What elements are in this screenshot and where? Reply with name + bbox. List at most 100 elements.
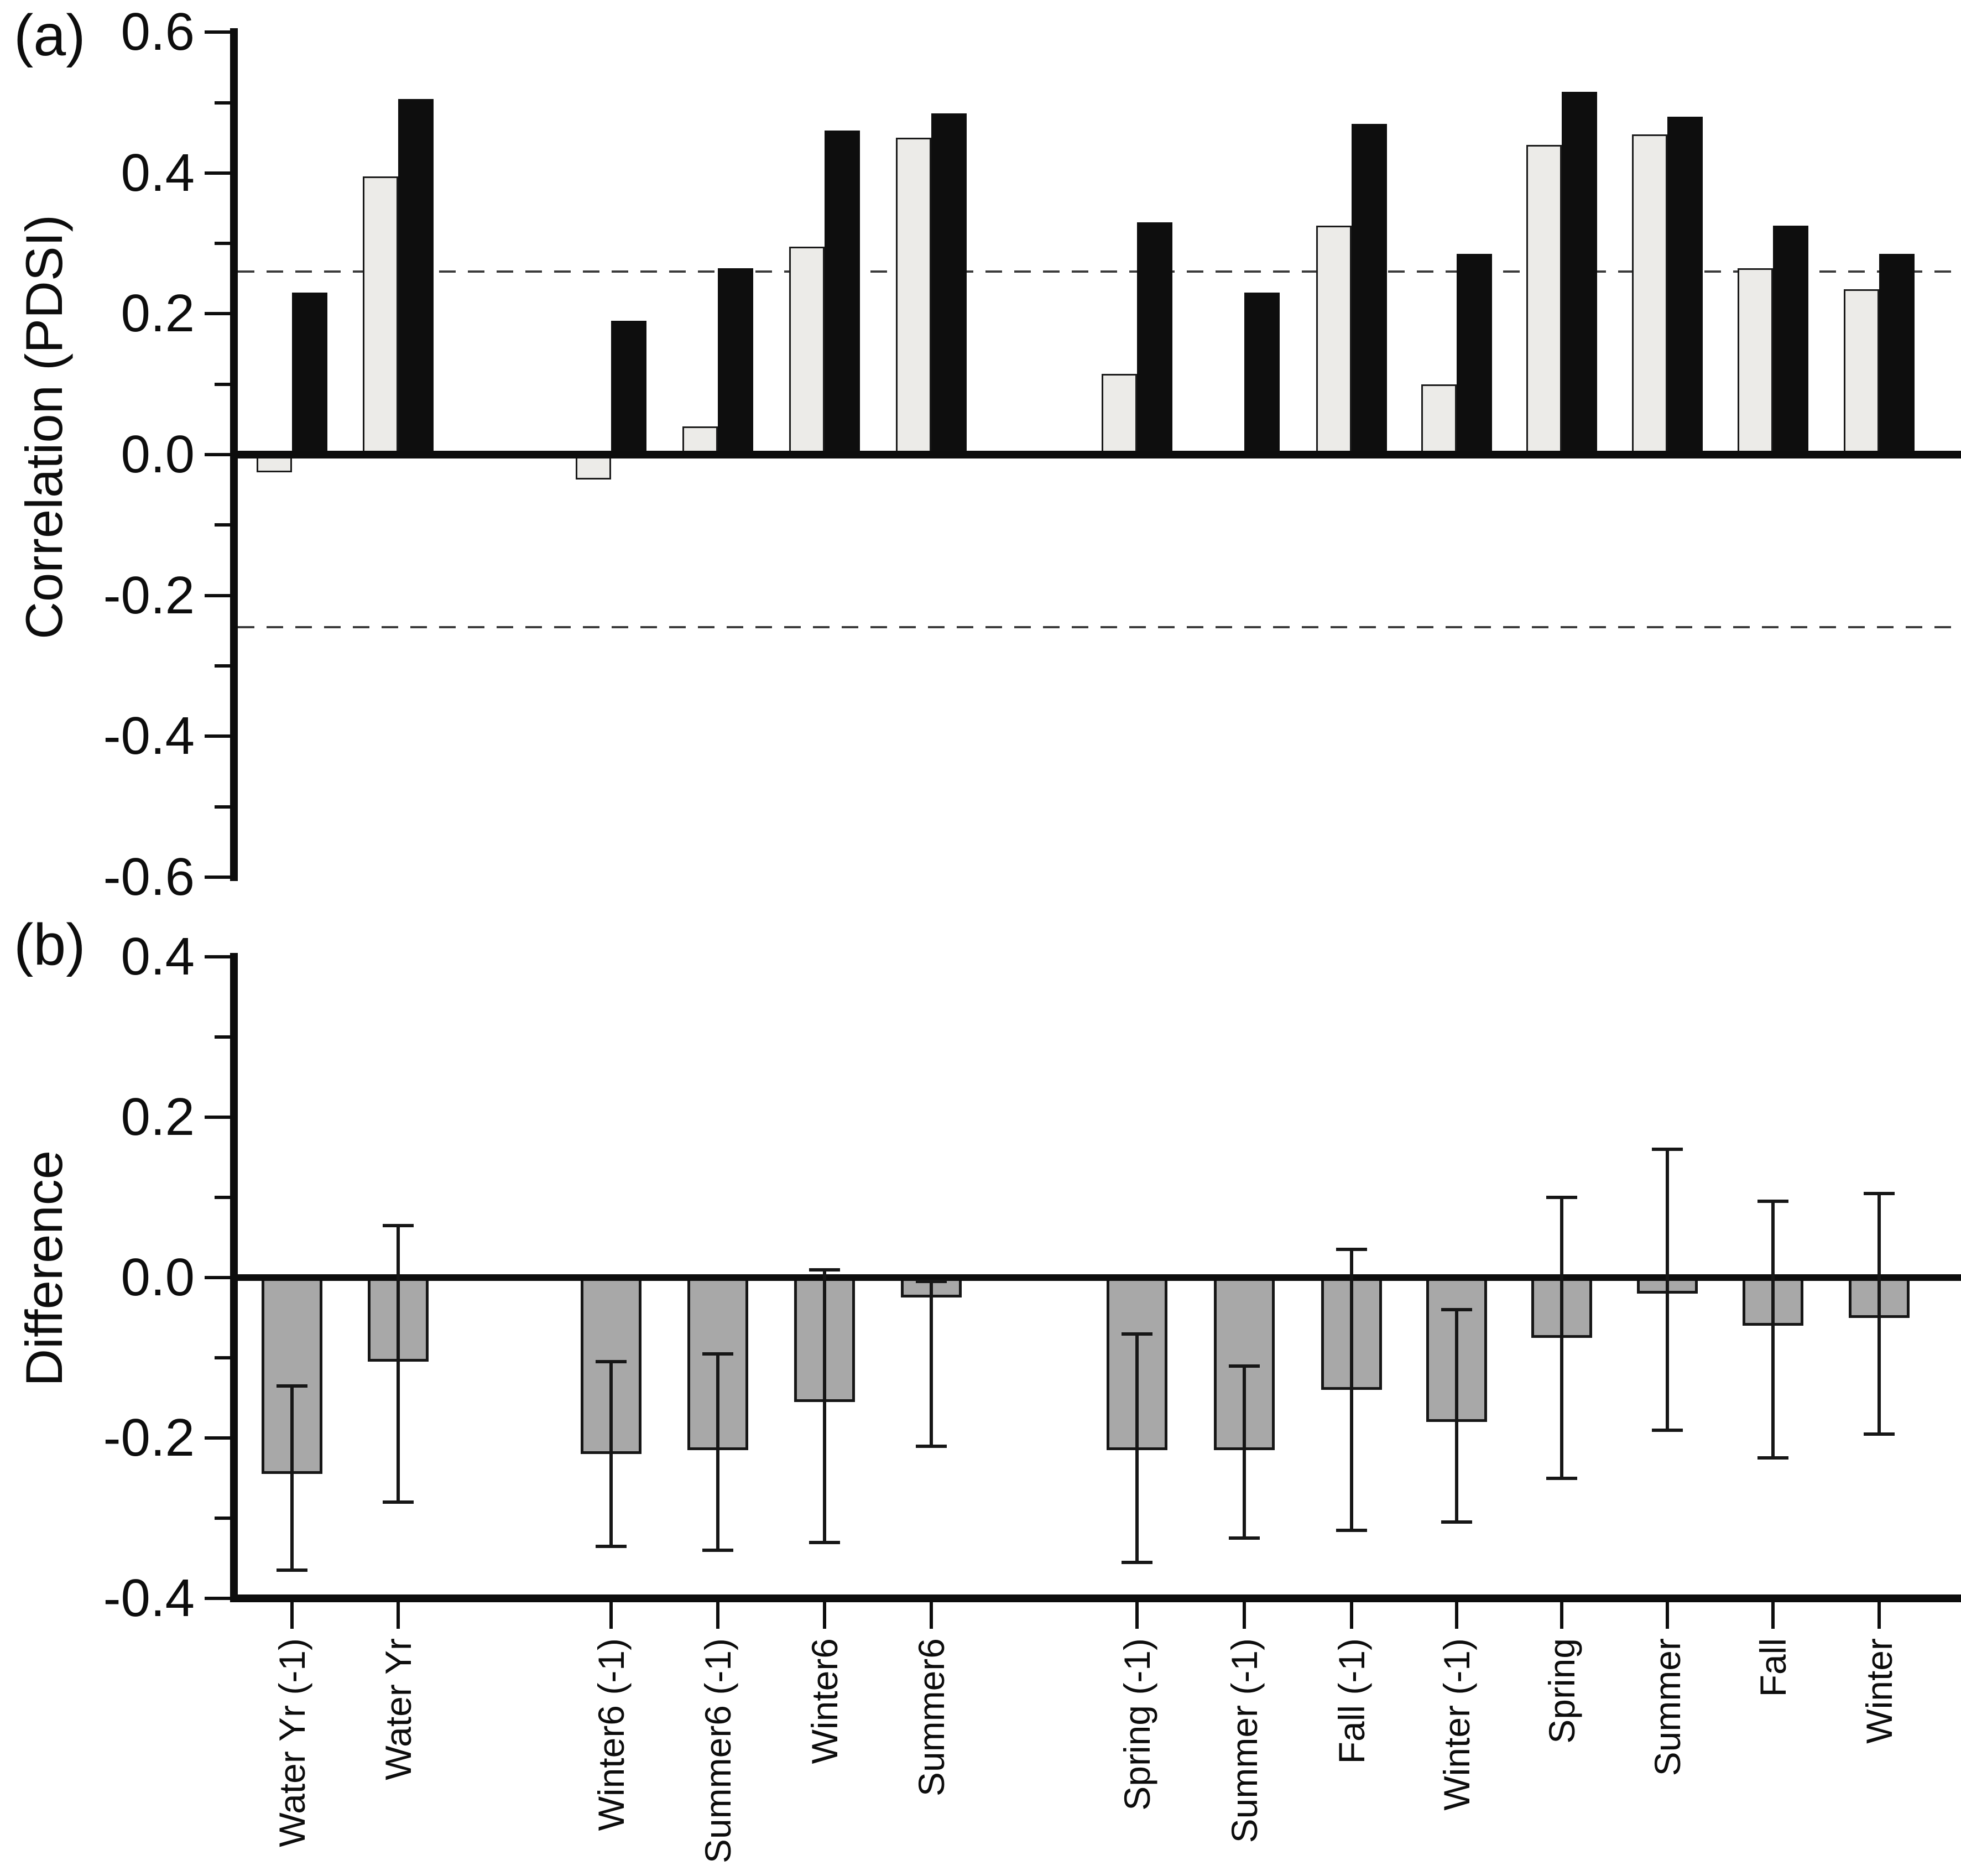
bar-black-4 [825,131,860,455]
x-category-label-12: Fall [1753,1638,1793,1697]
bar-black-11 [1667,116,1703,455]
panel-b-y-axis-line [230,953,238,1602]
x-tick-7 [1243,1602,1246,1629]
bar-black-7 [1244,293,1280,455]
error-bar-cap-bottom-11 [1652,1428,1683,1432]
panel-a-minor-tick [215,523,230,527]
bar-light-10 [1526,144,1562,455]
error-bar-cap-bottom-4 [809,1540,840,1544]
panel-a-major-tick [205,875,230,879]
x-category-label-8: Fall (-1) [1331,1638,1372,1764]
x-tick-1 [397,1602,400,1629]
panel-b-major-tick [205,1276,230,1279]
error-bar-cap-top-11 [1652,1148,1683,1151]
bar-black-1 [398,99,434,455]
x-tick-13 [1877,1602,1881,1629]
bar-black-13 [1879,254,1915,455]
x-category-label-3: Summer6 (-1) [697,1638,738,1864]
panel-a-major-tick [205,171,230,175]
error-bar-cap-bottom-9 [1441,1520,1472,1524]
panel-b-minor-tick [215,1035,230,1039]
panel-b-major-tick [205,1597,230,1600]
error-bar-cap-bottom-10 [1546,1476,1577,1480]
panel-a-major-tick [205,593,230,597]
error-bar-line-2 [609,1362,613,1546]
bar-light-8 [1316,226,1352,455]
error-bar-cap-top-1 [383,1223,414,1227]
significance-dashed-line [238,626,1961,628]
x-tick-0 [290,1602,294,1629]
error-bar-line-1 [397,1225,400,1502]
error-bar-cap-top-10 [1546,1196,1577,1199]
panel-a-zero-line [230,451,1961,458]
x-tick-3 [716,1602,719,1629]
significance-dashed-line [238,270,1961,273]
error-bar-cap-top-6 [1122,1332,1152,1336]
error-bar-line-5 [930,1281,933,1446]
x-category-label-5: Summer6 [911,1638,952,1797]
panel-b-major-tick [205,1116,230,1119]
bar-black-5 [931,113,967,455]
error-bar-cap-bottom-5 [916,1444,947,1448]
error-bar-cap-bottom-1 [383,1500,414,1504]
error-bar-line-7 [1243,1366,1246,1539]
panel-a-tick-label: 0.0 [121,425,195,484]
x-category-label-7: Summer (-1) [1224,1638,1265,1843]
panel-a-tick-label: -0.6 [103,847,195,906]
error-bar-cap-bottom-6 [1122,1560,1152,1564]
panel-a-minor-tick [215,805,230,809]
error-bar-cap-top-7 [1229,1364,1260,1368]
x-category-label-13: Winter [1859,1638,1900,1744]
error-bar-cap-top-4 [809,1268,840,1271]
x-tick-11 [1666,1602,1669,1629]
error-bar-cap-top-0 [277,1384,307,1388]
panel-a-minor-tick [215,101,230,105]
error-bar-cap-bottom-8 [1336,1528,1367,1532]
error-bar-cap-top-8 [1336,1248,1367,1252]
panel-a-tick-label: -0.4 [103,706,195,766]
error-bar-line-13 [1877,1193,1881,1434]
panel-a-tick-label: -0.2 [103,565,195,625]
panel-b-letter: (b) [14,912,86,977]
panel-a-minor-tick [215,242,230,246]
x-tick-8 [1350,1602,1353,1629]
x-category-label-1: Water Yr [378,1638,419,1780]
panel-a-plot-area: 0.6 0.4 0.2 0.0 -0.2 -0.4 -0.6 [0,0,1961,918]
bar-light-1 [363,176,398,455]
panel-b-tick-label: 0.2 [121,1087,195,1147]
x-tick-5 [930,1602,933,1629]
x-tick-4 [823,1602,826,1629]
bar-light-9 [1421,384,1457,455]
x-category-label-0: Water Yr (-1) [272,1638,312,1847]
error-bar-line-11 [1666,1149,1669,1430]
x-category-label-11: Summer [1647,1638,1688,1776]
panel-b-tick-label: -0.2 [103,1408,195,1467]
x-category-label-4: Winter6 [804,1638,845,1764]
x-tick-10 [1560,1602,1563,1629]
panel-a-major-tick [205,453,230,456]
error-bar-cap-bottom-0 [277,1568,307,1572]
panel-a-tick-label: 0.2 [121,284,195,343]
error-bar-cap-top-2 [596,1360,627,1364]
error-bar-line-6 [1135,1333,1139,1562]
bar-light-11 [1632,134,1667,455]
panel-a-tick-label: 0.4 [121,143,195,202]
error-bar-line-9 [1455,1310,1458,1523]
panel-b-minor-tick [215,1356,230,1359]
x-tick-9 [1455,1602,1458,1629]
bar-black-3 [718,268,753,455]
bar-light-12 [1738,268,1773,455]
error-bar-line-0 [290,1385,294,1571]
error-bar-line-12 [1771,1201,1775,1458]
bar-light-4 [789,247,825,455]
panel-a-letter: (a) [14,3,86,68]
bar-light-13 [1844,289,1879,455]
x-category-label-9: Winter (-1) [1436,1638,1477,1811]
panel-b-zero-line [230,1274,1961,1281]
error-bar-cap-top-5 [916,1280,947,1284]
x-category-label-2: Winter6 (-1) [591,1638,632,1831]
error-bar-cap-bottom-3 [702,1549,733,1552]
x-category-label-6: Spring (-1) [1117,1638,1157,1811]
panel-a-minor-tick [215,664,230,668]
